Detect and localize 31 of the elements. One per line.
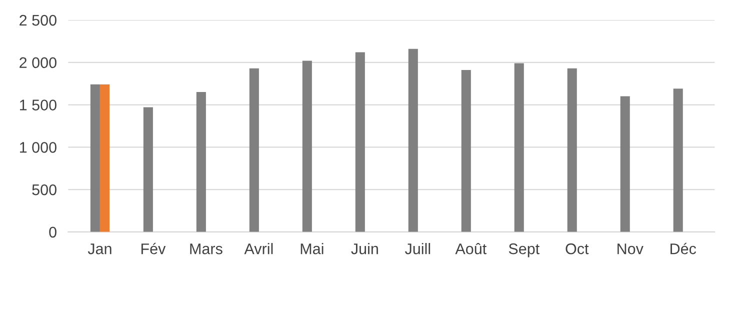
bar xyxy=(408,48,418,232)
x-tick-label: Oct xyxy=(566,243,589,254)
x-tick-label: Nov xyxy=(618,244,644,254)
y-tick-label: 2 500 xyxy=(20,14,56,26)
bar xyxy=(514,63,524,232)
x-tick-label: Déc xyxy=(670,242,696,254)
bar xyxy=(461,70,471,232)
x-tick-label: Juin xyxy=(351,243,378,254)
y-tick-label: 2 000 xyxy=(20,57,56,68)
x-tick-label: Sept xyxy=(508,243,540,258)
x-tick-label: Fév xyxy=(141,242,166,254)
y-tick-label: 1 000 xyxy=(20,142,56,153)
x-tick-label: Mai xyxy=(300,243,324,254)
bar xyxy=(302,60,312,232)
bar xyxy=(143,107,153,232)
y-tick-label: 0 xyxy=(49,226,56,238)
x-tick-label: Avril xyxy=(244,243,273,254)
x-tick-label: Mars xyxy=(190,244,222,254)
bar xyxy=(355,52,365,232)
x-tick-label: Août xyxy=(455,242,487,254)
bar xyxy=(196,92,206,232)
bar xyxy=(90,84,100,232)
bar xyxy=(249,68,259,232)
x-tick-label: Juill xyxy=(405,243,430,254)
bar xyxy=(673,88,683,232)
bar xyxy=(620,96,630,232)
y-tick-label: 500 xyxy=(32,184,56,196)
bar xyxy=(100,84,110,232)
x-tick-label: Jan xyxy=(88,244,112,254)
y-tick-label: 1 500 xyxy=(20,100,56,110)
bar xyxy=(567,68,577,232)
